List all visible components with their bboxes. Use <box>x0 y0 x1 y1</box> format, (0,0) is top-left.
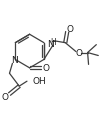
Text: H: H <box>51 38 56 47</box>
Text: N: N <box>47 40 54 49</box>
Text: O: O <box>75 49 82 58</box>
Text: OH: OH <box>33 76 47 85</box>
Text: O: O <box>1 93 8 102</box>
Text: O: O <box>67 25 74 34</box>
Text: O: O <box>43 64 50 73</box>
Text: N: N <box>11 55 18 64</box>
